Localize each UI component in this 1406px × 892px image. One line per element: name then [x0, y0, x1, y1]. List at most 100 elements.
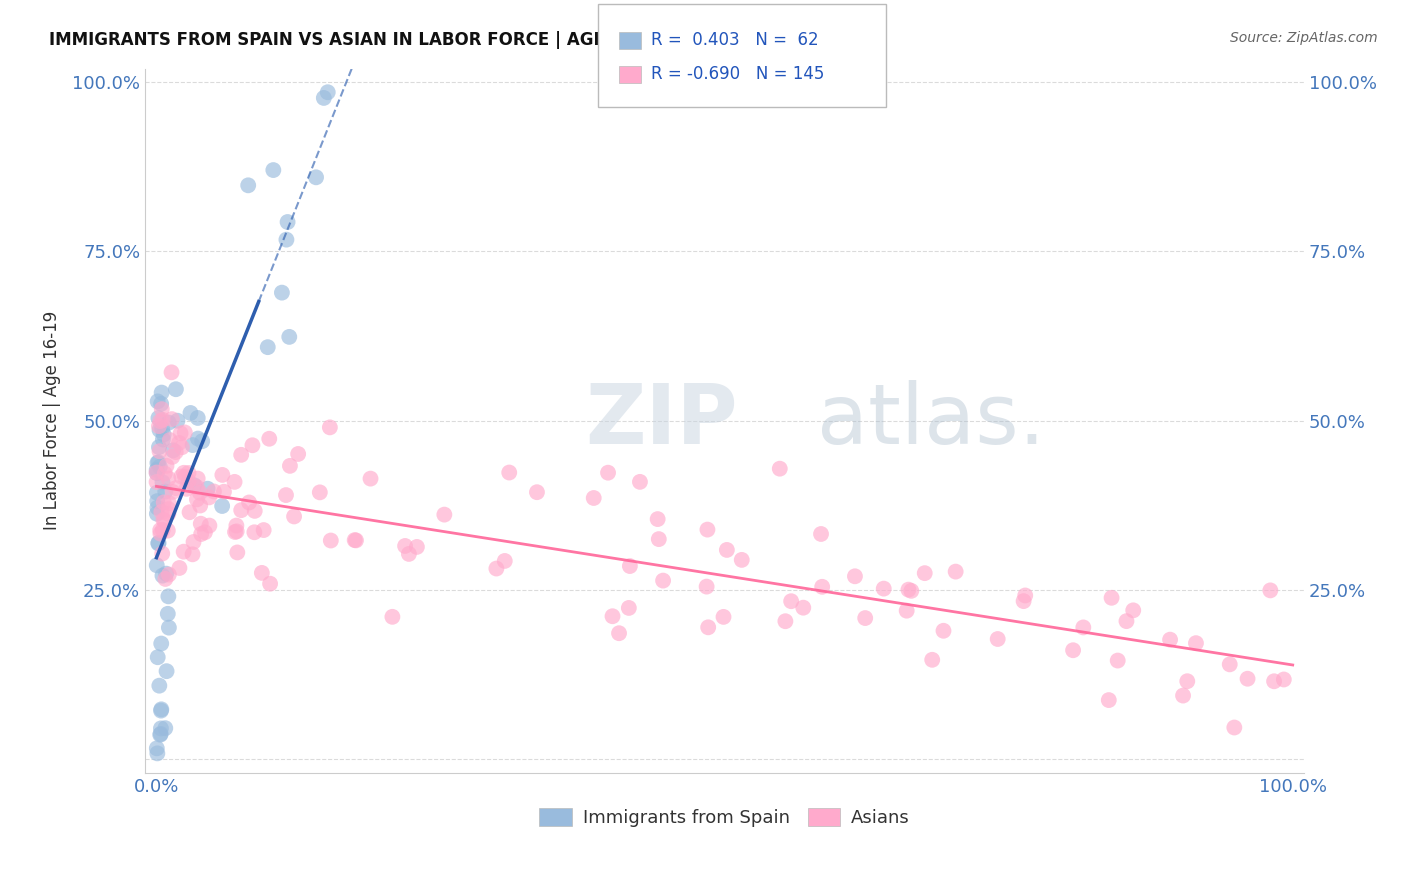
Point — [149, 728, 172, 742]
Point — [1098, 693, 1121, 707]
Point — [224, 524, 246, 539]
Point — [146, 747, 169, 761]
Point — [231, 503, 253, 517]
Point — [150, 704, 173, 718]
Point — [602, 609, 624, 624]
Point — [628, 475, 651, 489]
Point — [596, 466, 619, 480]
Point — [198, 518, 221, 533]
Point — [155, 664, 177, 678]
Point — [1071, 620, 1094, 634]
Point — [149, 523, 172, 537]
Point — [152, 495, 174, 509]
Point — [319, 533, 342, 548]
Point — [187, 471, 209, 485]
Point — [1122, 603, 1144, 617]
Point — [150, 402, 173, 417]
Point — [343, 533, 366, 547]
Point — [360, 472, 382, 486]
Point — [225, 518, 247, 533]
Point — [498, 466, 520, 480]
Point — [319, 420, 342, 434]
Point — [156, 524, 179, 538]
Point — [873, 582, 896, 596]
Point — [406, 540, 429, 554]
Point — [713, 610, 735, 624]
Point — [152, 475, 174, 490]
Point — [1014, 589, 1036, 603]
Point — [276, 233, 298, 247]
Text: R =  0.403   N =  62: R = 0.403 N = 62 — [651, 31, 818, 49]
Point — [344, 533, 367, 548]
Point — [283, 509, 305, 524]
Point — [148, 679, 170, 693]
Point — [696, 523, 718, 537]
Point — [1107, 654, 1129, 668]
Point — [162, 443, 184, 458]
Point — [150, 397, 173, 411]
Point — [149, 459, 172, 474]
Point — [149, 722, 172, 736]
Point — [308, 485, 330, 500]
Point — [157, 621, 180, 635]
Point — [155, 484, 177, 499]
Point — [238, 495, 260, 509]
Point — [433, 508, 456, 522]
Point — [159, 433, 181, 447]
Point — [271, 285, 294, 300]
Point — [173, 466, 195, 480]
Point — [900, 583, 922, 598]
Point — [278, 330, 301, 344]
Point — [167, 436, 190, 450]
Point — [157, 416, 180, 430]
Point — [696, 580, 718, 594]
Point — [157, 471, 180, 485]
Point — [652, 574, 675, 588]
Point — [648, 532, 671, 546]
Point — [494, 554, 516, 568]
Point — [945, 565, 967, 579]
Text: atlas.: atlas. — [817, 380, 1046, 461]
Point — [1260, 583, 1282, 598]
Point — [152, 427, 174, 442]
Point — [197, 482, 219, 496]
Legend: Immigrants from Spain, Asians: Immigrants from Spain, Asians — [531, 800, 917, 834]
Text: IMMIGRANTS FROM SPAIN VS ASIAN IN LABOR FORCE | AGE 16-19 CORRELATION CHART: IMMIGRANTS FROM SPAIN VS ASIAN IN LABOR … — [49, 31, 869, 49]
Point — [160, 365, 183, 379]
Point — [1219, 657, 1241, 672]
Point — [179, 406, 201, 420]
Point — [243, 504, 266, 518]
Point — [165, 445, 187, 459]
Point — [148, 444, 170, 458]
Point — [582, 491, 605, 505]
Point — [316, 85, 339, 99]
Point — [188, 485, 211, 500]
Point — [186, 480, 208, 494]
Point — [150, 385, 173, 400]
Point — [253, 523, 276, 537]
Point — [145, 475, 167, 489]
Point — [844, 569, 866, 583]
Point — [278, 458, 301, 473]
Point — [811, 580, 834, 594]
Point — [1272, 673, 1295, 687]
Point — [1012, 594, 1035, 608]
Point — [157, 496, 180, 510]
Point — [150, 421, 173, 435]
Point — [897, 582, 920, 597]
Point — [1171, 689, 1194, 703]
Point — [150, 505, 173, 519]
Point — [149, 727, 172, 741]
Point — [150, 702, 173, 716]
Point — [165, 382, 187, 396]
Point — [169, 561, 191, 575]
Point — [238, 178, 260, 193]
Point — [146, 394, 169, 409]
Point — [152, 413, 174, 427]
Point — [187, 432, 209, 446]
Point — [157, 567, 180, 582]
Point — [190, 527, 212, 541]
Point — [155, 572, 177, 586]
Point — [157, 502, 180, 516]
Point — [170, 469, 193, 483]
